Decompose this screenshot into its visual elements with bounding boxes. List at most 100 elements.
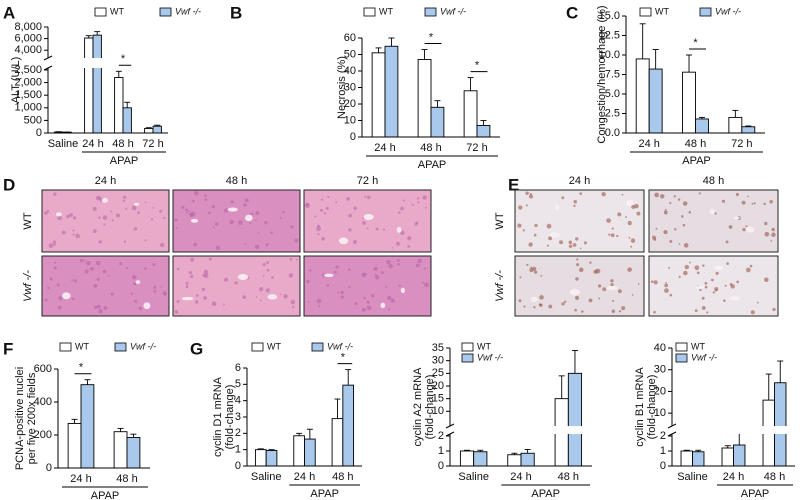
error-bar <box>467 77 474 91</box>
micrograph-texture <box>387 308 390 311</box>
micrograph-texture <box>694 309 698 313</box>
y-axis-label: (fold-change) <box>424 375 436 440</box>
micrograph-texture <box>388 264 393 269</box>
micrograph-texture <box>725 240 729 244</box>
micrograph-texture <box>683 243 689 248</box>
error-bar <box>124 101 131 108</box>
micrograph-texture <box>353 240 357 244</box>
micrograph-texture <box>415 263 420 268</box>
y-tick-label: 10 <box>654 407 666 419</box>
micrograph-texture <box>152 206 155 209</box>
bar <box>342 384 355 467</box>
micrograph-texture <box>655 227 658 230</box>
y-tick-label: 15.0 <box>599 10 620 22</box>
micrograph-texture <box>579 192 583 195</box>
micrograph-texture <box>69 213 73 217</box>
bar <box>152 125 162 134</box>
y-tick-label: 1,000 <box>14 102 42 114</box>
micrograph-texture <box>575 277 579 281</box>
micrograph-texture <box>530 266 533 269</box>
y-tick-label: 2,500 <box>14 64 42 76</box>
micrograph-texture <box>234 281 238 285</box>
x-tick-label: 24 h <box>294 471 315 483</box>
x-tick-label: 72 h <box>466 142 487 154</box>
micrograph-texture <box>704 281 708 285</box>
micrograph-texture <box>606 218 611 223</box>
significance-label: * <box>341 352 346 364</box>
micrograph-texture <box>363 296 366 300</box>
y-axis-label: cyclin A2 mRNA <box>412 367 424 447</box>
micrograph-texture <box>190 274 194 279</box>
micrograph-texture <box>751 202 754 205</box>
micrograph-texture <box>348 213 352 218</box>
micrograph-texture <box>630 238 636 243</box>
micrograph-texture <box>540 275 543 277</box>
micrograph-texture <box>266 261 270 265</box>
y-tick-label: 30 <box>432 355 444 367</box>
micrograph-texture <box>407 236 412 241</box>
y-tick-label: 500 <box>24 114 42 126</box>
panel-letter: E <box>508 175 519 194</box>
micrograph-texture <box>174 218 178 222</box>
y-tick-label: 2.5 <box>605 107 620 119</box>
micrograph-texture <box>243 203 247 207</box>
micrograph-texture <box>581 310 584 313</box>
row-label: Vwf -/- <box>22 270 34 302</box>
y-tick-label: 40 <box>344 65 356 77</box>
y-tick-label: 200 <box>34 429 52 441</box>
error-bar <box>130 433 137 438</box>
y-axis-label: Necrosis (%) <box>336 56 348 119</box>
error-bar <box>477 449 484 452</box>
row-label: WT <box>22 212 34 229</box>
micrograph-texture <box>526 263 529 267</box>
micrograph-texture <box>546 244 549 247</box>
bar <box>635 58 650 134</box>
micrograph-texture <box>254 244 260 250</box>
micrograph-vessel <box>710 208 715 215</box>
bar <box>692 451 705 467</box>
y-axis-label: PCNA-positive nuclei <box>14 367 26 470</box>
group-label: APAP <box>682 155 711 167</box>
micrograph-texture <box>181 205 185 209</box>
micrograph-texture <box>371 293 375 298</box>
error-bar <box>558 375 565 399</box>
y-tick-label: 25 <box>432 367 444 379</box>
y-tick-label: 60 <box>344 32 356 44</box>
micrograph-texture <box>71 297 75 301</box>
bar <box>648 68 663 134</box>
y-tick-label: 40 <box>654 342 666 354</box>
micrograph-texture <box>522 229 525 232</box>
micrograph-texture <box>257 231 260 234</box>
micrograph-texture <box>122 199 126 202</box>
micrograph-texture <box>288 273 294 278</box>
micrograph-texture <box>726 262 729 265</box>
micrograph-texture <box>750 310 755 315</box>
micrograph-texture <box>710 278 714 282</box>
micrograph-texture <box>188 210 191 213</box>
micrograph-texture <box>327 195 330 199</box>
micrograph-vessel <box>396 226 402 233</box>
micrograph-texture <box>262 263 266 267</box>
micrograph-texture <box>53 266 57 270</box>
significance-label: * <box>121 53 126 65</box>
group-label: APAP <box>310 488 339 500</box>
micrograph-texture <box>110 210 113 213</box>
micrograph-texture <box>262 275 265 278</box>
micrograph-texture <box>119 262 122 266</box>
micrograph-texture <box>654 192 659 198</box>
micrograph-texture <box>362 221 366 225</box>
bar <box>721 447 734 467</box>
micrograph-texture <box>229 219 234 225</box>
bar <box>144 128 154 134</box>
error-bar <box>145 127 152 129</box>
micrograph-texture <box>616 234 619 238</box>
y-tick-label: 1 <box>438 445 444 457</box>
y-tick-label: 30 <box>344 81 356 93</box>
micrograph-texture <box>291 306 295 309</box>
micrograph-vessel <box>695 285 705 290</box>
micrograph-texture <box>669 239 673 243</box>
micrograph-vessel <box>55 212 62 217</box>
micrograph-texture <box>96 277 100 282</box>
micrograph-texture <box>574 308 577 312</box>
micrograph-texture <box>598 297 601 300</box>
